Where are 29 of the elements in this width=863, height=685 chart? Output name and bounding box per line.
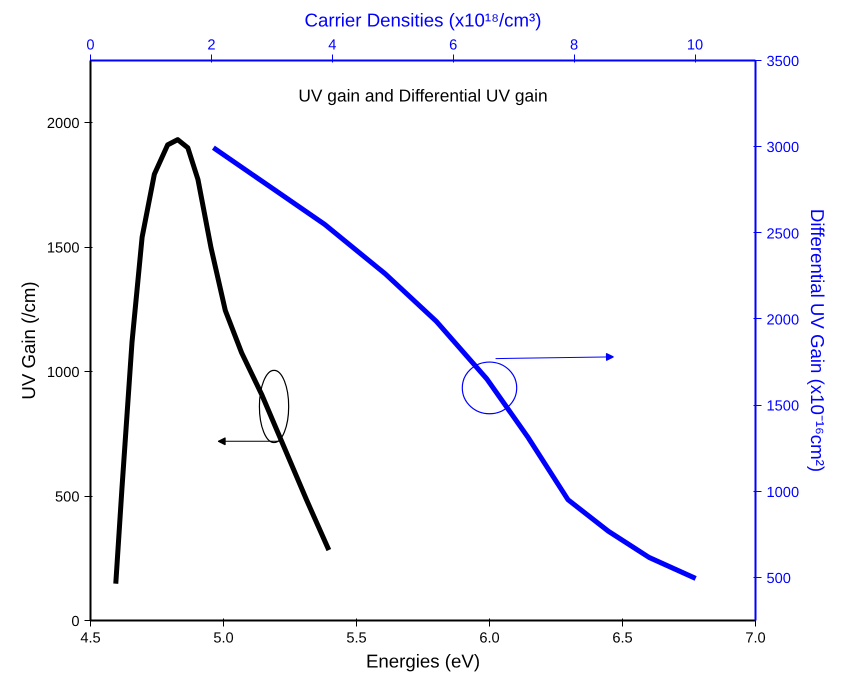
x-tick-label: 5.5 [346,630,367,646]
y-tick-label: 1000 [46,365,80,382]
y2-tick-label: 3000 [766,140,800,156]
y2-tick-label: 2500 [766,226,800,242]
y2-tick-label: 1500 [766,398,800,415]
x-tick-label: 4.5 [80,630,101,646]
y2-axis-title: Differential UV Gain (x10⁻¹⁶cm²) [807,208,828,472]
text: UV gain and Differential UV gain [298,85,548,106]
y2-tick-label: 3500 [766,54,800,70]
x2-tick-label: 0 [86,38,95,54]
x2-axis-title: Carrier Densities (x10¹⁸/cm³) [304,10,542,30]
x2-tick-label: 6 [449,38,458,54]
y2-tick-label: 2000 [766,312,800,328]
x2-tick-label: 8 [570,38,578,54]
y-tick-label: 500 [55,490,80,506]
x-tick-label: 5.0 [213,630,234,646]
x-tick-label: 6.5 [612,630,633,646]
x2-tick-label: 4 [328,38,336,54]
y-axis-title: UV Gain (/cm) [18,281,39,400]
x2-tick-label: 2 [207,38,216,54]
x-tick-label: 7.0 [745,630,766,646]
x-axis-title: Energies (eV) [366,650,480,672]
x2-tick-label: 10 [686,38,704,54]
y-tick-label: 2000 [46,116,80,132]
y2-tick-label: 1000 [766,484,800,501]
x-tick-label: 6.0 [479,630,500,646]
y2-tick-label: 500 [766,570,791,587]
y-tick-label: 0 [71,614,80,630]
y-tick-label: 1500 [46,240,80,257]
